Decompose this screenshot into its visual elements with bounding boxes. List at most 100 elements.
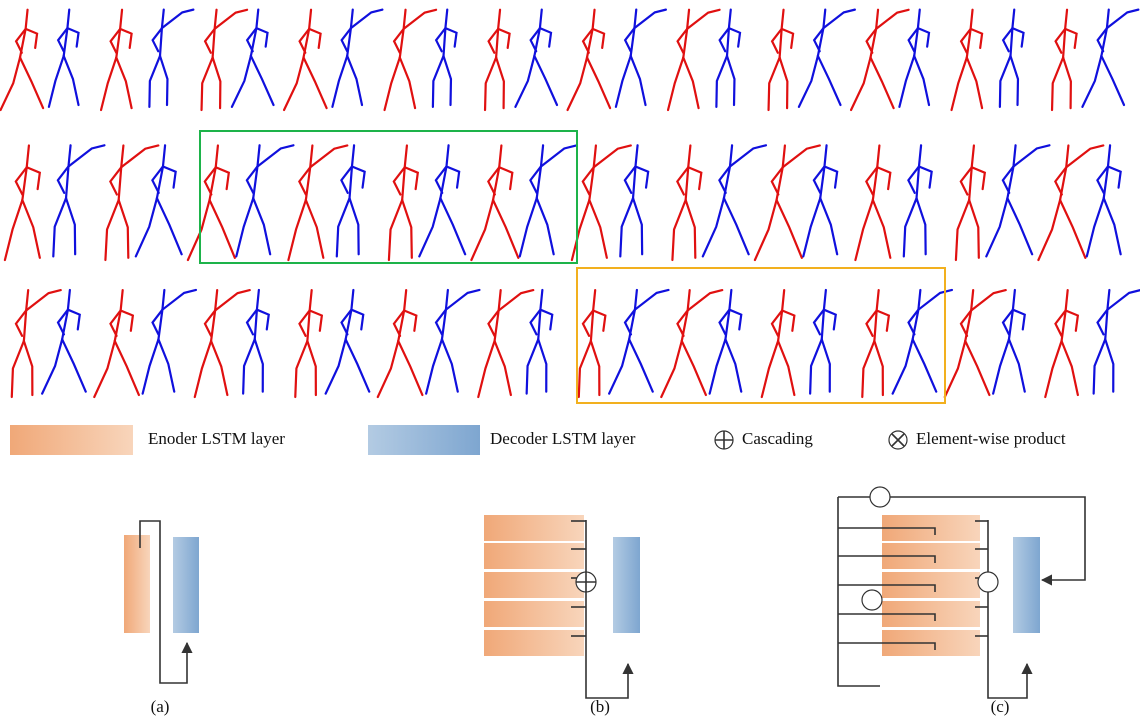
skeleton [485,10,510,110]
skeleton [433,10,457,107]
limb [158,339,174,391]
legend-label: Enoder LSTM layer [148,429,285,448]
limb [1107,10,1138,29]
skeleton [855,145,890,260]
limb [729,28,740,47]
limb [160,56,167,105]
limb [725,339,741,391]
legend-swatch [368,425,480,455]
limb [945,341,965,397]
limb [49,56,64,107]
limb [419,198,440,256]
skeleton [952,10,983,110]
skeleton [337,145,365,256]
limb [163,166,176,187]
limb [120,29,131,48]
limb [688,290,723,310]
limb [633,145,638,198]
limb [1105,290,1109,339]
limb [67,28,78,47]
limb [400,58,415,109]
limb [385,58,400,111]
limb [591,341,599,395]
limb [971,29,982,48]
limb [969,145,974,200]
skeleton [710,290,742,394]
limb [499,167,512,189]
skeleton [620,145,648,256]
limb [1013,310,1025,330]
limb [143,339,159,393]
limb [195,341,211,397]
diagram-a [124,521,199,683]
limb [116,58,131,109]
limb [913,339,937,391]
limb [236,198,253,256]
limb [780,58,788,109]
skeleton [105,145,158,260]
limb [499,290,534,310]
limb [284,58,303,111]
limb [1060,200,1085,258]
skeleton [803,145,837,256]
skeleton [520,145,577,256]
limb [213,58,221,109]
limb [1000,56,1011,107]
limb [769,58,780,111]
limb [762,341,778,397]
skeleton [149,10,193,107]
limb [534,56,557,105]
limb [496,58,504,109]
skeleton [1082,10,1138,107]
limb [309,29,320,48]
limb [876,10,908,29]
skeleton-figures [1,10,1140,397]
limb [1045,341,1061,397]
limb [389,200,402,260]
limb [729,310,741,330]
skeleton [243,290,269,394]
skeleton [893,290,952,394]
skeleton [326,290,370,394]
limb [495,341,511,395]
encoder-bar [484,543,584,569]
legend-label: Decoder LSTM layer [490,429,636,448]
skeleton [1045,290,1078,397]
limb [404,10,436,29]
limb [820,198,837,254]
limb [12,341,24,397]
limb [326,339,346,393]
limb [216,167,229,189]
limb [803,198,820,256]
limb [877,310,889,330]
limb [993,339,1009,393]
limb [783,145,820,167]
skeleton [378,290,423,397]
limb [874,341,882,395]
encoder-bar [484,572,584,598]
skeleton [101,10,132,110]
skeleton [385,10,437,110]
skeleton [762,290,795,397]
skeleton [419,145,465,256]
skeleton [195,290,250,397]
limb [755,200,777,260]
limb [188,200,210,260]
skeleton [202,10,248,110]
skeleton [426,290,479,394]
skeleton [1,10,44,110]
limb [727,10,731,56]
skeleton [389,145,418,260]
skeleton [716,10,740,107]
limb [257,310,269,330]
skeleton [956,145,985,260]
limb [1065,29,1076,48]
limb [824,310,836,330]
limb [716,56,727,107]
limb [877,167,890,189]
limb [780,10,784,58]
limb [956,200,969,260]
limb [22,200,39,258]
limb [433,56,444,107]
limb [471,200,493,260]
